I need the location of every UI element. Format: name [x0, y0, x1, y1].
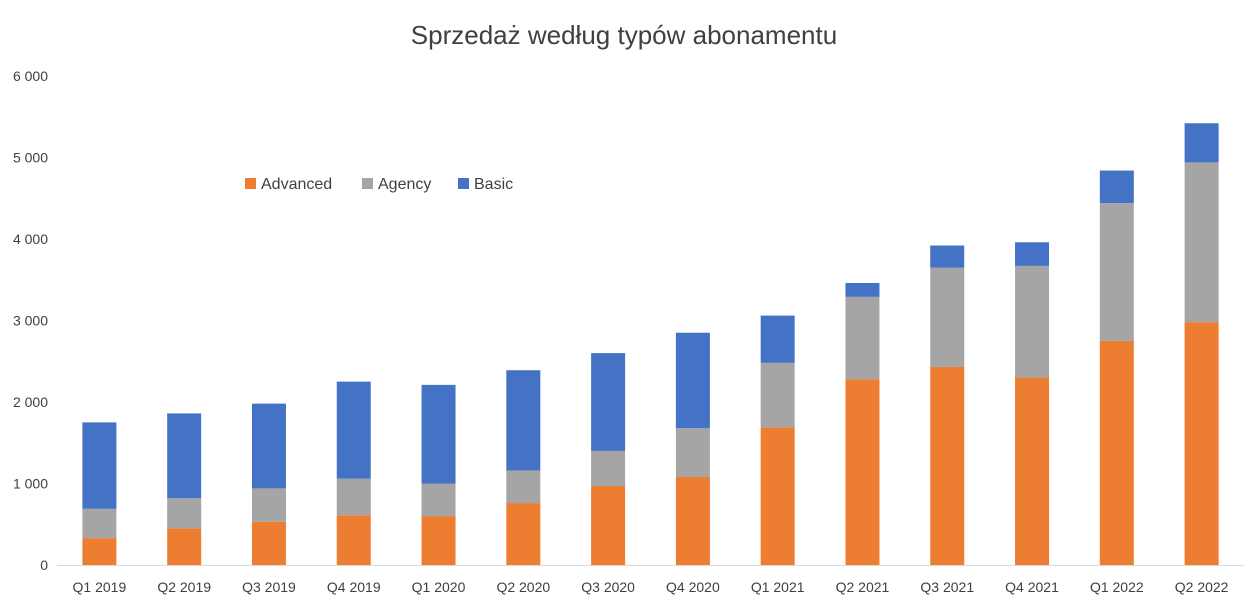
y-tick-label: 6 000 — [13, 68, 48, 84]
bar-segment-basic — [675, 332, 710, 429]
bar-segment-advanced — [251, 521, 286, 565]
bar-segment-agency — [675, 428, 710, 477]
bar-segment-advanced — [1099, 340, 1134, 566]
bar-segment-advanced — [760, 427, 795, 565]
x-tick-label: Q4 2020 — [666, 579, 720, 595]
bar-segment-agency — [1184, 162, 1219, 323]
bar-segment-advanced — [675, 476, 710, 565]
bar-segment-agency — [506, 470, 541, 504]
bar-segment-advanced — [845, 379, 880, 565]
bar-segment-agency — [336, 478, 371, 516]
bar-segment-advanced — [930, 366, 965, 565]
x-tick-label: Q3 2021 — [920, 579, 974, 595]
bar-segment-advanced — [506, 503, 541, 565]
bar-segment-agency — [1099, 203, 1134, 341]
y-tick-label: 2 000 — [13, 394, 48, 410]
x-axis: Q1 2019 Q2 2019 Q3 2019 Q4 2019 Q1 2020 Q2 20… — [73, 579, 1229, 595]
y-axis: 0 1 000 2 000 3 000 4 000 5 000 6 000 — [13, 68, 48, 573]
legend-label: Advanced — [261, 176, 332, 193]
legend-swatch — [458, 178, 469, 189]
bar-segment-basic — [930, 245, 965, 268]
legend-swatch — [245, 178, 256, 189]
bar-segment-basic — [251, 403, 286, 489]
bar-segment-basic — [845, 283, 880, 297]
bar-segment-basic — [167, 413, 202, 499]
legend-swatch — [362, 178, 373, 189]
x-tick-label: Q1 2019 — [73, 579, 127, 595]
bar-segment-basic — [1184, 123, 1219, 163]
bar-segment-basic — [506, 370, 541, 471]
bar-segment-agency — [591, 450, 626, 486]
bar-segment-basic — [1099, 170, 1134, 204]
bar-segment-agency — [760, 362, 795, 428]
bar-segment-advanced — [167, 528, 202, 565]
x-tick-label: Q2 2019 — [157, 579, 211, 595]
bar-segment-advanced — [336, 515, 371, 565]
bar-segment-basic — [760, 315, 795, 363]
x-tick-label: Q4 2019 — [327, 579, 381, 595]
y-tick-label: 3 000 — [13, 313, 48, 329]
bar-segment-agency — [1015, 265, 1050, 378]
bar-segment-basic — [591, 353, 626, 451]
x-tick-label: Q4 2021 — [1005, 579, 1059, 595]
bar-segment-agency — [930, 267, 965, 367]
bar-segment-agency — [167, 498, 202, 529]
x-tick-label: Q1 2022 — [1090, 579, 1144, 595]
chart-title: Sprzedaż według typów abonamentu — [411, 20, 837, 50]
bars — [82, 123, 1219, 566]
x-tick-label: Q2 2021 — [836, 579, 890, 595]
x-tick-label: Q3 2019 — [242, 579, 296, 595]
x-tick-label: Q3 2020 — [581, 579, 635, 595]
y-tick-label: 4 000 — [13, 231, 48, 247]
legend-label: Agency — [378, 176, 431, 193]
bar-segment-advanced — [421, 516, 456, 565]
bar-segment-advanced — [82, 538, 117, 565]
bar-segment-basic — [82, 422, 117, 509]
bar-segment-advanced — [591, 485, 626, 565]
bar-segment-advanced — [1015, 377, 1050, 565]
bar-segment-basic — [1015, 242, 1050, 266]
y-tick-label: 1 000 — [13, 476, 48, 492]
legend: Advanced Agency Basic — [245, 176, 513, 193]
legend-item-agency: Agency — [362, 176, 431, 193]
x-tick-label: Q2 2020 — [496, 579, 550, 595]
legend-item-advanced: Advanced — [245, 176, 332, 193]
legend-item-basic: Basic — [458, 176, 513, 193]
y-tick-label: 5 000 — [13, 150, 48, 166]
legend-label: Basic — [474, 176, 513, 193]
bar-segment-agency — [845, 296, 880, 380]
bar-segment-advanced — [1184, 322, 1219, 565]
x-tick-label: Q1 2021 — [751, 579, 805, 595]
bar-segment-basic — [336, 381, 371, 479]
bar-segment-agency — [421, 483, 456, 517]
bar-segment-agency — [82, 508, 117, 539]
bar-segment-basic — [421, 384, 456, 484]
x-tick-label: Q2 2022 — [1175, 579, 1229, 595]
bar-segment-agency — [251, 488, 286, 522]
y-tick-label: 0 — [40, 557, 48, 573]
x-tick-label: Q1 2020 — [412, 579, 466, 595]
